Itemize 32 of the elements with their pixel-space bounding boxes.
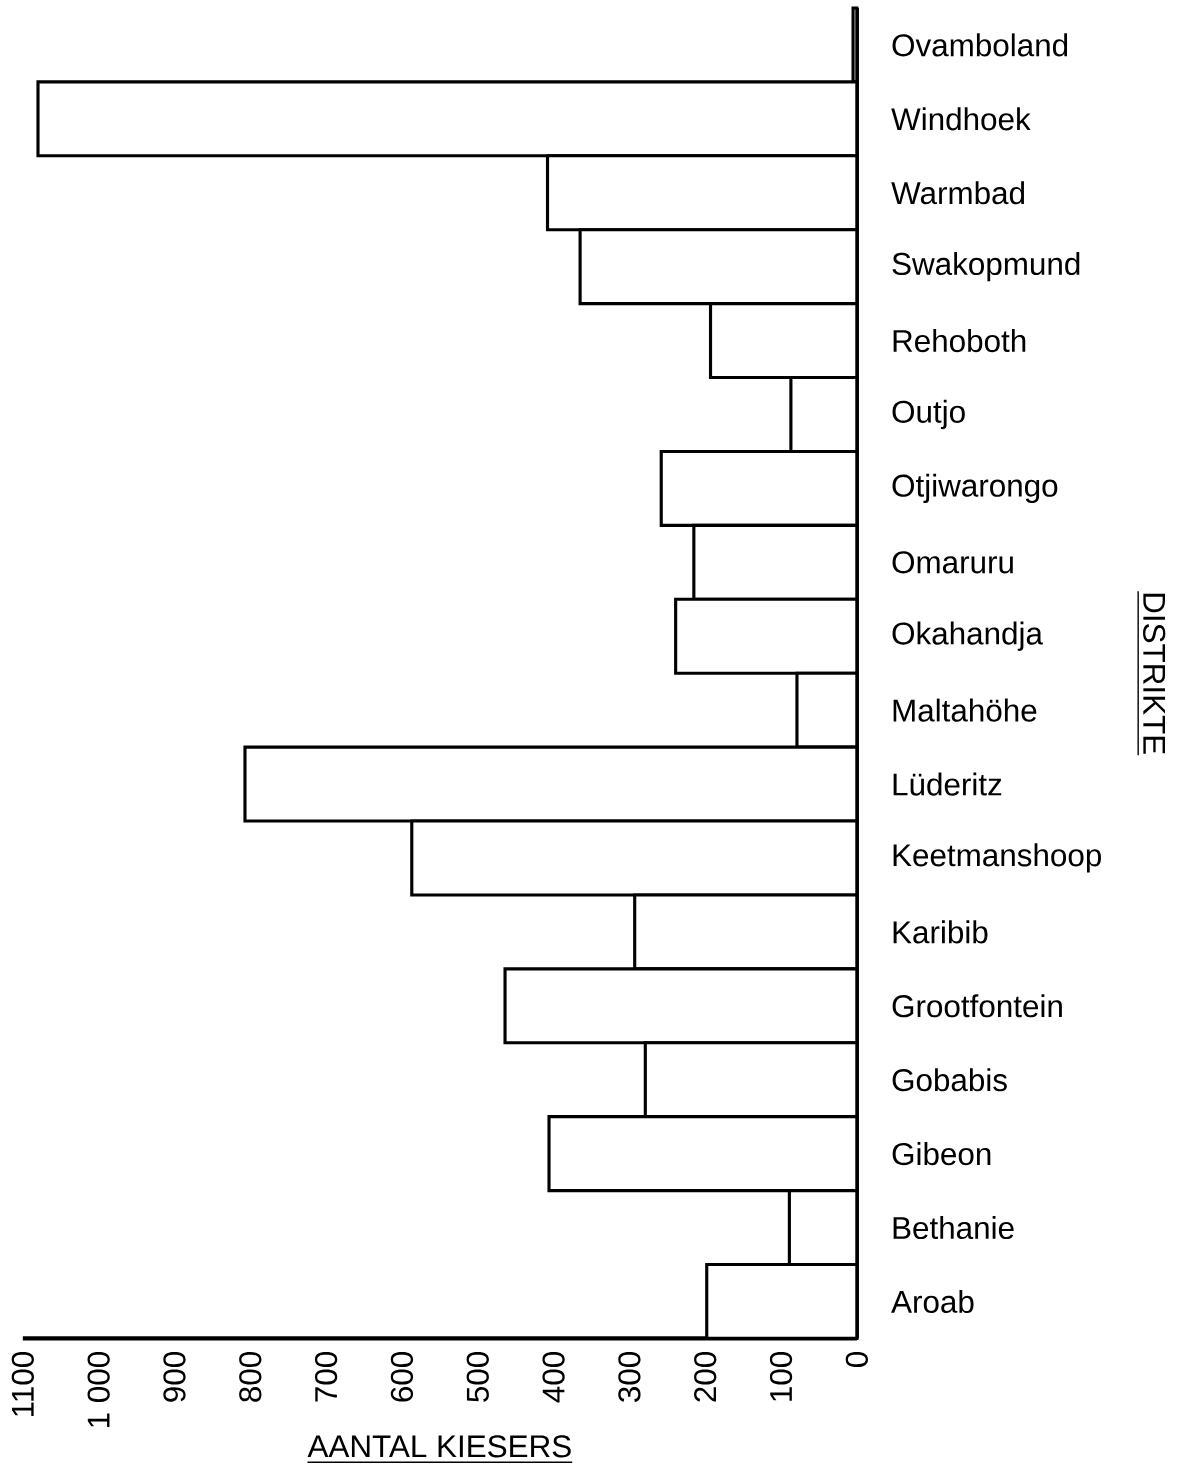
- y-tick-label: Lüderitz: [893, 772, 1002, 796]
- y-tick-label: Okahandja: [892, 621, 1043, 651]
- y-tick-label: Bethanie: [893, 1216, 1014, 1240]
- y-tick-label: Swakopmund: [892, 252, 1080, 282]
- y-tick-label: Outjo: [892, 399, 965, 430]
- y-tick-label: Karibib: [893, 920, 988, 944]
- y-tick-label: Aroab: [891, 1289, 974, 1314]
- y-tick-label: Gibeon: [892, 1142, 991, 1166]
- y-tick-label: Grootfontein: [892, 994, 1062, 1018]
- x-tick-label: 1 000: [87, 1352, 110, 1427]
- x-tick-label: 500: [466, 1351, 489, 1402]
- y-tick-label: Ovamboland: [892, 33, 1068, 57]
- x-tick-label: 700: [315, 1351, 338, 1402]
- x-tick-label: 900: [163, 1351, 186, 1402]
- y-tick-label: Otjiwarongo: [892, 473, 1058, 504]
- y-axis-title: DISTRIKTE: [1143, 593, 1166, 754]
- x-tick-label: 0: [845, 1351, 869, 1368]
- y-tick-label: Rehoboth: [893, 329, 1026, 353]
- x-tick-label: 800: [239, 1351, 262, 1402]
- x-tick-label: 600: [390, 1351, 414, 1402]
- y-tick-label: Omaruru: [892, 551, 1013, 574]
- x-tick-label: 1100: [11, 1351, 34, 1416]
- x-tick-label: 100: [769, 1351, 793, 1401]
- x-tick-label: 400: [542, 1351, 565, 1403]
- x-tick-label: 200: [694, 1351, 717, 1402]
- y-tick-label: Warmbad: [891, 181, 1025, 205]
- y-tick-label: Windhoek: [891, 107, 1031, 131]
- x-tick-label: 300: [618, 1351, 641, 1402]
- x-axis-title: AANTAL KIESERS: [307, 1435, 571, 1458]
- y-tick-label: Maltahöhe: [893, 698, 1037, 722]
- y-tick-label: Keetmanshoop: [893, 843, 1102, 873]
- y-tick-label: Gobabis: [892, 1068, 1007, 1092]
